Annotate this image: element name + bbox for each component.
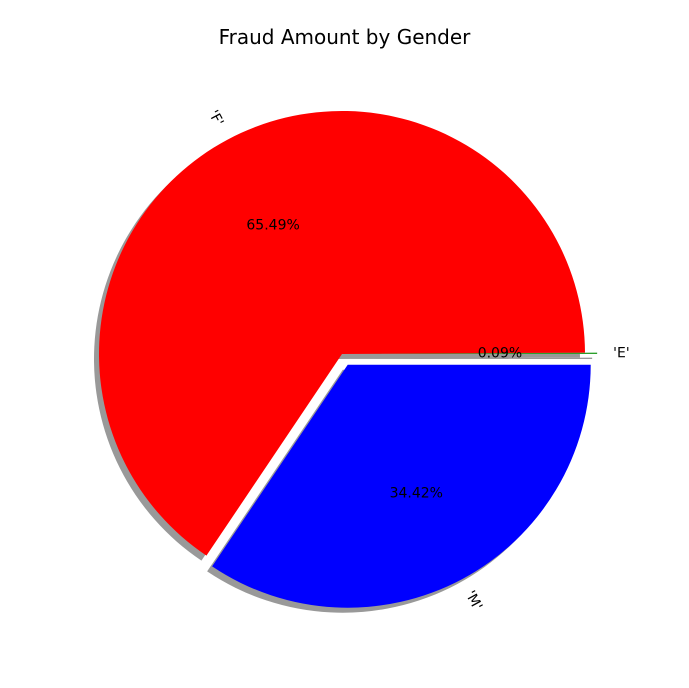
label-layer: 'E' 0.09% 'F' 65.49% 'M' 34.42% [205, 108, 630, 613]
chart-title: Fraud Amount by Gender [219, 25, 472, 49]
slice-percent-f: 65.49% [246, 218, 299, 234]
slice-label-f: 'F' [205, 108, 227, 129]
pie-slice-f [98, 110, 585, 556]
pie-slice-e [354, 352, 598, 354]
slice-label-e: 'E' [613, 345, 630, 361]
slice-shadow-e [349, 357, 593, 359]
slice-layer [98, 110, 598, 608]
slice-percent-e: 0.09% [478, 346, 522, 362]
slice-percent-m: 34.42% [390, 485, 443, 501]
pie-slice-m [212, 364, 591, 608]
slice-label-m: 'M' [462, 588, 485, 613]
